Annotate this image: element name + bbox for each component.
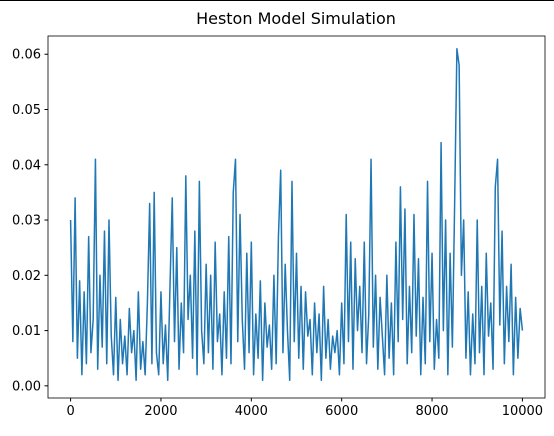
y-tick-label: 0.02 [12, 269, 41, 284]
x-tick-label: 6000 [325, 404, 358, 419]
y-tick-label: 0.01 [12, 324, 41, 339]
y-tick-label: 0.05 [12, 103, 41, 118]
x-tick-label: 8000 [415, 404, 448, 419]
x-tick-label: 10000 [502, 404, 543, 419]
y-tick-label: 0.03 [12, 214, 41, 229]
y-tick-label: 0.06 [12, 48, 41, 63]
y-tick-label: 0.00 [12, 379, 41, 394]
x-tick-label: 0 [66, 404, 74, 419]
x-tick-label: 2000 [144, 404, 177, 419]
axes-frame [47, 35, 546, 399]
y-tick-label: 0.04 [12, 158, 41, 173]
chart-title: Heston Model Simulation [196, 9, 396, 28]
data-line [69, 47, 524, 382]
x-tick-label: 4000 [235, 404, 268, 419]
